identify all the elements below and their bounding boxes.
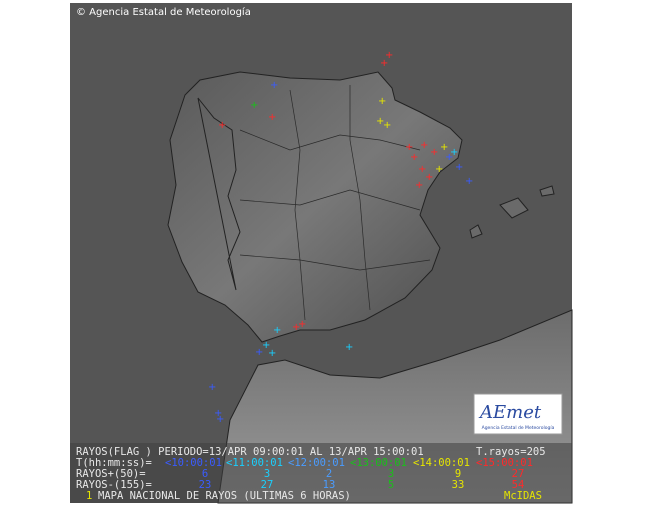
svg-text:+: + — [345, 342, 353, 353]
positive-label: RAYOS+(50)= — [76, 468, 146, 480]
svg-text:+: + — [298, 319, 306, 330]
menorca — [539, 185, 555, 197]
svg-text:+: + — [250, 100, 258, 111]
legend-total: T.rayos=205 — [476, 446, 546, 458]
svg-text:+: + — [383, 120, 391, 131]
svg-text:+: + — [435, 164, 443, 175]
positive-count: 9 — [455, 468, 461, 480]
svg-text:+: + — [208, 382, 216, 393]
copyright: © Agencia Estatal de Meteorología — [76, 6, 251, 18]
svg-text:+: + — [262, 340, 270, 351]
svg-text:+: + — [376, 116, 384, 127]
negative-count: 27 — [261, 479, 274, 491]
time-bin: <13:00:01 — [350, 457, 407, 469]
footer-title: MAPA NACIONAL DE RAYOS (ULTIMAS 6 HORAS) — [98, 490, 351, 502]
svg-text:+: + — [218, 120, 226, 131]
positive-count: 2 — [326, 468, 332, 480]
time-bin: <12:00:01 — [288, 457, 345, 469]
time-bin: <10:00:01 — [165, 457, 222, 469]
logo: AEmet Agencia Estatal de Meteorología — [473, 393, 563, 435]
svg-text:+: + — [445, 152, 453, 163]
svg-text:+: + — [418, 164, 426, 175]
logo-name: AEmet — [478, 402, 542, 423]
time-bin: <14:00:01 — [413, 457, 470, 469]
svg-text:+: + — [430, 147, 438, 158]
negative-count: 33 — [452, 479, 465, 491]
negative-count: 23 — [199, 479, 212, 491]
svg-text:+: + — [270, 80, 278, 91]
svg-text:+: + — [455, 162, 463, 173]
svg-text:+: + — [405, 142, 413, 153]
negative-label: RAYOS-(155)= — [76, 479, 152, 491]
legend-panel — [70, 443, 572, 503]
svg-text:+: + — [273, 325, 281, 336]
svg-text:+: + — [292, 322, 300, 333]
time-label: T(hh:mm:ss)= — [76, 457, 152, 469]
time-bin: <15:00:01 — [476, 457, 533, 469]
legend: RAYOS(FLAG ) PERIODO=13/APR 09:00:01 AL … — [76, 446, 546, 491]
svg-text:+: + — [410, 152, 418, 163]
svg-text:+: + — [268, 112, 276, 123]
iberia — [167, 71, 463, 343]
svg-text:+: + — [440, 142, 448, 153]
provinces — [239, 85, 431, 321]
svg-text:+: + — [255, 347, 263, 358]
footer-software: McIDAS — [504, 490, 542, 502]
svg-text:+: + — [450, 147, 458, 158]
ibiza — [469, 224, 483, 239]
positive-count: 6 — [202, 468, 208, 480]
footer-index: 1 — [86, 490, 92, 502]
svg-text:+: + — [420, 140, 428, 151]
svg-text:+: + — [378, 96, 386, 107]
svg-text:+: + — [385, 50, 393, 61]
time-bin: <11:00:01 — [226, 457, 283, 469]
svg-text:+: + — [380, 58, 388, 69]
portugal-border — [197, 97, 241, 291]
negative-count: 5 — [388, 479, 394, 491]
mallorca — [499, 197, 529, 219]
lightning-strikes: ++ ++ ++ ++ ++ + + ++ ++ ++ + + ++ ++ ++ +… — [208, 50, 473, 425]
legend-title: RAYOS(FLAG ) PERIODO=13/APR 09:00:01 AL … — [76, 446, 424, 458]
logo-subtitle: Agencia Estatal de Meteorología — [482, 424, 555, 431]
svg-text:+: + — [216, 414, 224, 425]
positive-count: 3 — [264, 468, 270, 480]
svg-text:+: + — [415, 180, 423, 191]
svg-text:+: + — [425, 172, 433, 183]
positive-count: 27 — [512, 468, 525, 480]
svg-text:+: + — [268, 348, 276, 359]
negative-count: 54 — [512, 479, 525, 491]
svg-text:+: + — [465, 176, 473, 187]
positive-count: 3 — [388, 468, 394, 480]
svg-text:+: + — [214, 408, 222, 419]
negative-count: 13 — [323, 479, 336, 491]
